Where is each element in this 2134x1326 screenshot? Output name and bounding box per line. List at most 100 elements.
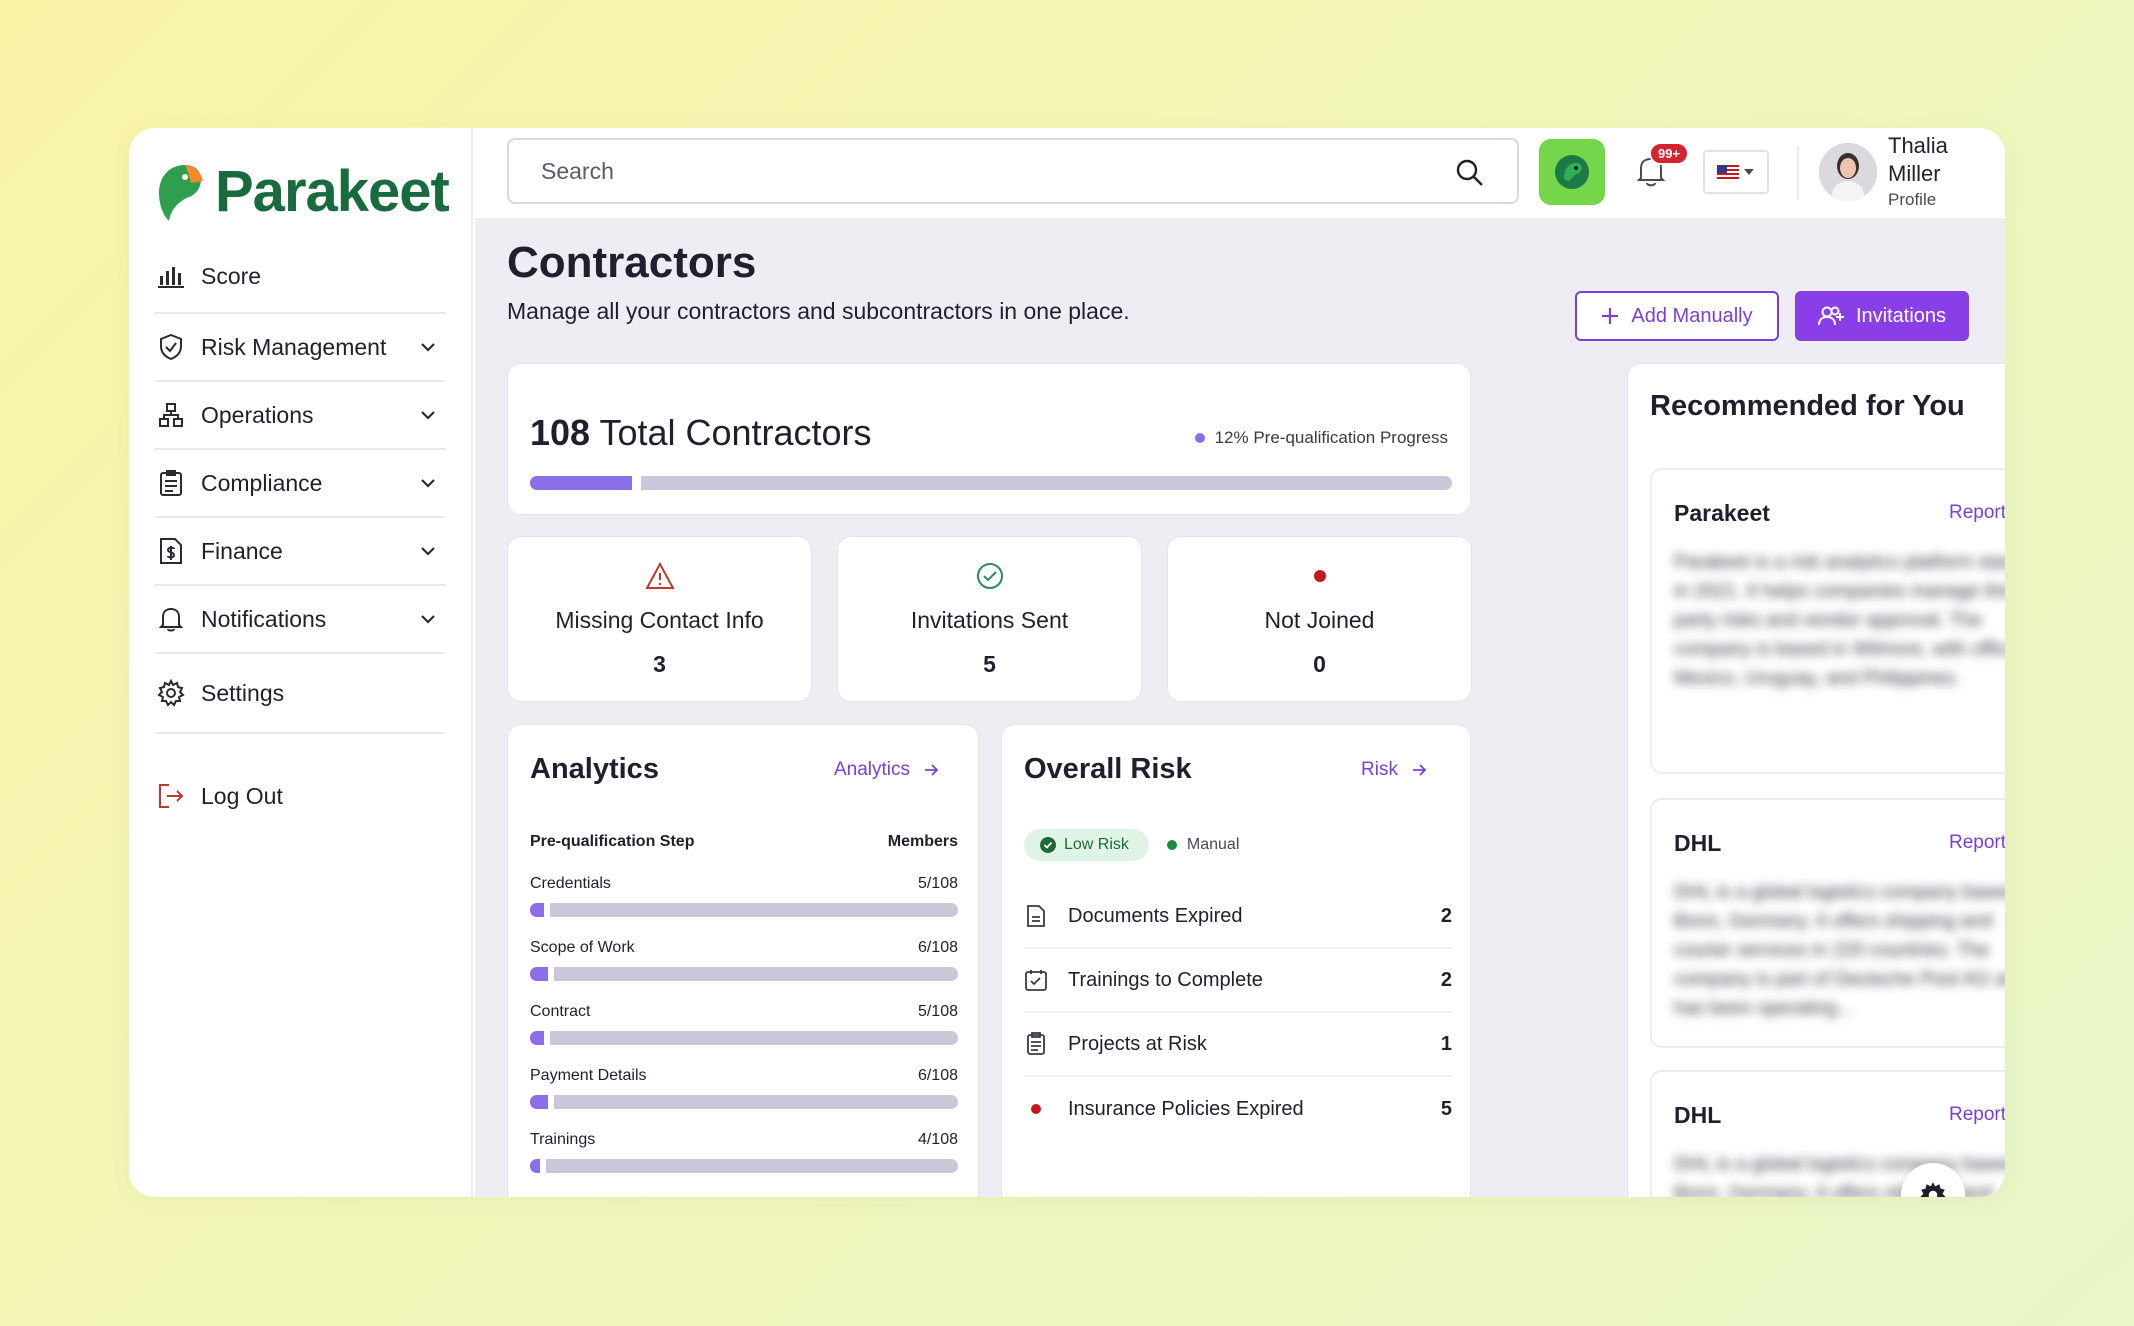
analytics-row: Scope of Work 6/108 — [530, 939, 958, 981]
progress-dot-icon — [1194, 433, 1205, 443]
parakeet-assistant-icon — [1555, 155, 1589, 189]
risk-row-projects-at-risk[interactable]: Projects at Risk 1 — [1024, 1013, 1452, 1077]
risk-row-documents-expired[interactable]: Documents Expired 2 — [1024, 885, 1452, 949]
logout-icon — [157, 782, 185, 810]
add-user-icon — [1817, 306, 1844, 326]
risk-row-insurance-expired[interactable]: Insurance Policies Expired 5 — [1024, 1077, 1452, 1141]
notification-badge: 99+ — [1649, 142, 1690, 165]
sidebar-item-label: Notifications — [201, 605, 327, 632]
language-selector[interactable] — [1703, 150, 1769, 194]
total-contractors-label: Total Contractors — [599, 412, 872, 453]
step-value: 6/108 — [917, 939, 958, 956]
invitations-button[interactable]: Invitations — [1795, 291, 1969, 341]
risk-row-label: Trainings to Complete — [1068, 968, 1263, 991]
analytics-header: Pre-qualification Step Members — [530, 833, 958, 851]
progress-bar — [530, 476, 1452, 490]
avatar[interactable] — [1819, 143, 1877, 201]
report-link-label: Report — [1948, 502, 2005, 523]
green-dot-icon — [1166, 840, 1177, 850]
report-link[interactable]: Report — [1949, 1104, 2005, 1126]
recommendation-item[interactable]: Parakeet Report Parakeet is a risk analy… — [1650, 468, 2005, 774]
step-bar-fill — [530, 1031, 550, 1045]
step-label: Scope of Work — [530, 939, 635, 956]
step-label: Credentials — [530, 875, 611, 892]
user-avatar-icon — [1819, 143, 1877, 201]
total-contractors-count: 108 — [530, 412, 591, 453]
sidebar-item-risk-management[interactable]: Risk Management — [155, 314, 445, 382]
search-input[interactable] — [509, 157, 1409, 185]
stat-card-invitations-sent[interactable]: Invitations Sent 5 — [837, 536, 1142, 702]
logout-button[interactable]: Log Out — [155, 768, 283, 824]
sidebar-item-score[interactable]: Score — [155, 240, 445, 314]
add-manually-label: Add Manually — [1631, 304, 1753, 327]
warning-triangle-icon — [644, 561, 675, 589]
shield-check-icon — [157, 333, 185, 361]
prequalification-progress: 12% Pre-qualification Progress — [1194, 428, 1448, 448]
stat-value: 3 — [653, 651, 666, 677]
gear-icon — [157, 679, 185, 707]
check-circle-icon — [976, 563, 1003, 589]
analytics-link[interactable]: Analytics — [834, 759, 938, 781]
plus-icon — [1602, 308, 1619, 324]
sidebar-item-compliance[interactable]: Compliance — [155, 450, 445, 518]
add-manually-button[interactable]: Add Manually — [1575, 291, 1779, 341]
report-link[interactable]: Report — [1949, 502, 2005, 524]
sidebar-item-finance[interactable]: Finance — [155, 518, 445, 586]
search-bar — [507, 138, 1519, 204]
app-window: Parakeet Score Risk Management Ope — [129, 128, 2005, 1197]
gear-icon — [1920, 1182, 1946, 1197]
sidebar-item-settings[interactable]: Settings — [155, 654, 445, 734]
report-link-label: Report — [1948, 832, 2005, 853]
progress-bar-fill — [530, 476, 641, 490]
clipboard-icon — [157, 469, 185, 497]
step-label: Trainings — [530, 1131, 596, 1148]
total-contractors: 108 Total Contractors — [530, 412, 872, 454]
recommendation-description: Parakeet is a risk analytics platform st… — [1674, 552, 2005, 689]
logo[interactable]: Parakeet — [155, 158, 450, 225]
search-icon[interactable] — [1455, 158, 1485, 188]
calendar-check-icon — [1024, 968, 1048, 992]
step-bar-fill — [530, 1095, 554, 1109]
risk-row-value: 2 — [1440, 904, 1452, 927]
invitations-label: Invitations — [1855, 304, 1947, 327]
risk-link[interactable]: Risk — [1361, 759, 1426, 781]
step-bar — [530, 903, 958, 917]
caret-down-icon — [1744, 169, 1754, 175]
risk-row-trainings[interactable]: Trainings to Complete 2 — [1024, 949, 1452, 1013]
sidebar-item-operations[interactable]: Operations — [155, 382, 445, 450]
risk-row-value: 2 — [1440, 968, 1452, 991]
step-label: Contract — [530, 1003, 591, 1020]
stat-card-missing-contact[interactable]: Missing Contact Info 3 — [507, 536, 812, 702]
assistant-button[interactable] — [1539, 139, 1605, 205]
recommendation-name: DHL — [1674, 1102, 1722, 1128]
step-value: 5/108 — [917, 1003, 958, 1020]
step-bar — [530, 1031, 958, 1045]
bell-icon — [157, 605, 185, 633]
recommended-card: Recommended for You Parakeet Report Para… — [1627, 363, 2005, 1197]
main-content: Contractors Manage all your contractors … — [475, 218, 2005, 1197]
logout-label: Log Out — [201, 782, 283, 809]
recommendation-name: Parakeet — [1674, 500, 1770, 526]
risk-status: Low Risk Manual — [1024, 829, 1239, 861]
recommendation-item[interactable]: DHL Report DHL is a global logistics com… — [1650, 798, 2005, 1048]
sidebar-item-notifications[interactable]: Notifications — [155, 586, 445, 654]
step-bar-fill — [530, 967, 554, 981]
step-value: 5/108 — [917, 875, 958, 892]
stat-card-not-joined[interactable]: Not Joined 0 — [1167, 536, 1472, 702]
report-link[interactable]: Report — [1949, 832, 2005, 854]
chevron-down-icon — [421, 615, 435, 624]
risk-row-label: Documents Expired — [1068, 904, 1243, 927]
chevron-down-icon — [421, 343, 435, 352]
chevron-down-icon — [421, 547, 435, 556]
user-name[interactable]: Thalia Miller — [1888, 133, 1948, 186]
risk-level: Low Risk — [1064, 836, 1129, 853]
step-value: 4/108 — [917, 1131, 958, 1148]
sidebar-item-label: Settings — [201, 679, 285, 706]
step-bar-fill — [530, 903, 550, 917]
progress-label: 12% Pre-qualification Progress — [1214, 428, 1448, 447]
col-members: Members — [887, 833, 958, 850]
dollar-file-icon — [157, 537, 185, 565]
risk-row-label: Insurance Policies Expired — [1068, 1097, 1304, 1120]
user-profile-label[interactable]: Profile — [1888, 190, 1937, 209]
stat-value: 5 — [983, 651, 996, 677]
